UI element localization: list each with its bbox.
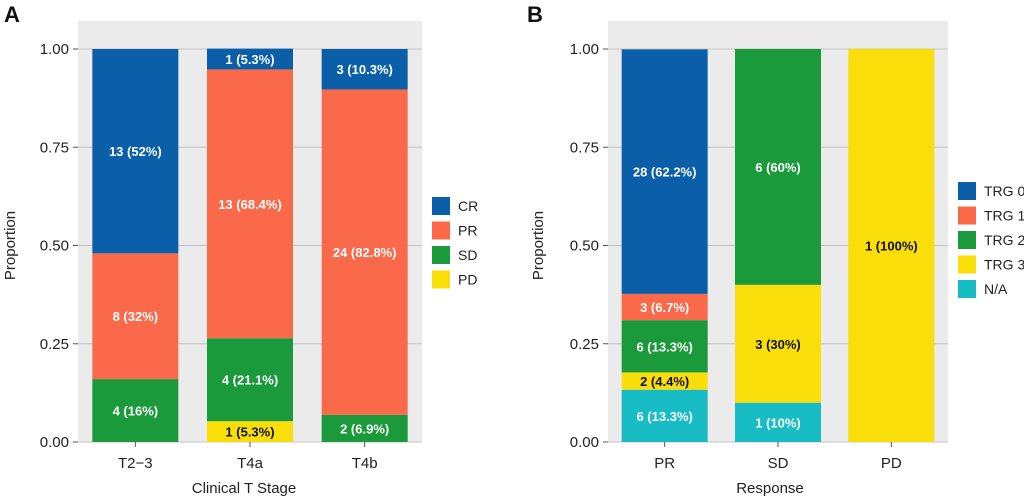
y-tick-label: 0.50 — [40, 238, 69, 255]
y-tick-label: 0.25 — [40, 336, 69, 353]
data-label: 4 (16%) — [113, 404, 159, 419]
legend-swatch — [958, 182, 976, 200]
legend-swatch — [958, 255, 976, 274]
data-label: 28 (62.2%) — [633, 165, 697, 180]
data-label: 1 (100%) — [865, 239, 918, 254]
panel-letter: A — [4, 2, 20, 27]
data-label: 13 (52%) — [109, 144, 162, 159]
bar-segment — [321, 89, 408, 415]
y-tick-label: 1.00 — [40, 41, 69, 58]
data-label: 6 (60%) — [755, 160, 801, 175]
x-tick-label: T2−3 — [118, 455, 153, 472]
legend-swatch — [432, 270, 450, 289]
bar-segment — [735, 49, 821, 285]
bar-segment — [735, 402, 821, 442]
legend-label: TRG 0 — [984, 183, 1024, 199]
bar-segment — [621, 293, 708, 321]
y-tick-label: 0.75 — [40, 139, 69, 156]
data-label: 2 (6.9%) — [340, 421, 389, 436]
x-tick-label: SD — [768, 455, 789, 472]
y-tick-label: 0.00 — [40, 434, 69, 451]
y-tick-label: 0.50 — [570, 238, 599, 255]
bar-segment — [321, 49, 408, 90]
bar-segment — [621, 320, 708, 373]
legend-label: N/A — [984, 281, 1008, 297]
bar-segment — [621, 49, 708, 294]
bar-segment — [621, 389, 708, 442]
legend-swatch — [432, 197, 450, 215]
bar-segment — [92, 253, 179, 380]
bar-segment — [735, 284, 821, 403]
data-label: 1 (10%) — [755, 415, 801, 430]
y-tick-label: 0.75 — [570, 139, 599, 156]
legend-swatch — [958, 231, 976, 249]
legend-label: TRG 2 — [984, 232, 1024, 248]
legend-label: TRG 3 — [984, 257, 1024, 273]
data-label: 6 (13.3%) — [636, 409, 692, 424]
y-tick-label: 1.00 — [570, 41, 599, 58]
bar-segment — [207, 338, 293, 422]
data-label: 4 (21.1%) — [222, 373, 278, 388]
data-label: 8 (32%) — [113, 309, 159, 324]
x-tick-label: T4b — [352, 455, 378, 472]
data-label: 13 (68.4%) — [218, 197, 282, 212]
x-axis-title: Clinical T Stage — [192, 480, 297, 497]
bar-segment — [321, 414, 408, 442]
y-axis-title: Proportion — [530, 211, 547, 280]
y-tick-label: 0.00 — [570, 434, 599, 451]
bar-segment — [848, 49, 935, 442]
bar-segment — [207, 421, 293, 442]
legend-swatch — [432, 246, 450, 264]
x-tick-label: PD — [881, 455, 902, 472]
y-axis-title: Proportion — [2, 211, 19, 280]
data-label: 6 (13.3%) — [636, 339, 692, 354]
data-label: 1 (5.3%) — [225, 425, 274, 440]
legend-swatch — [432, 221, 450, 240]
data-label: 1 (5.3%) — [225, 52, 274, 67]
legend-label: CR — [458, 198, 478, 214]
legend-label: PD — [458, 272, 477, 288]
data-label: 3 (30%) — [755, 337, 801, 352]
data-label: 3 (10.3%) — [336, 62, 392, 77]
bar-segment — [92, 49, 179, 254]
data-label: 3 (6.7%) — [640, 300, 689, 315]
legend-swatch — [958, 206, 976, 225]
legend-label: TRG 1 — [984, 208, 1024, 224]
bar-segment — [207, 48, 293, 70]
bar-segment — [207, 69, 293, 339]
bar-segment — [621, 372, 708, 390]
data-label: 24 (82.8%) — [333, 245, 397, 260]
legend-label: SD — [458, 247, 477, 263]
legend-swatch — [958, 280, 976, 298]
panel-letter: B — [527, 2, 543, 27]
x-axis-title: Response — [736, 480, 804, 497]
legend-label: PR — [458, 223, 477, 239]
y-tick-label: 0.25 — [570, 336, 599, 353]
x-tick-label: PR — [654, 455, 675, 472]
x-tick-label: T4a — [237, 455, 264, 472]
data-label: 2 (4.4%) — [640, 374, 689, 389]
bar-segment — [92, 379, 179, 442]
